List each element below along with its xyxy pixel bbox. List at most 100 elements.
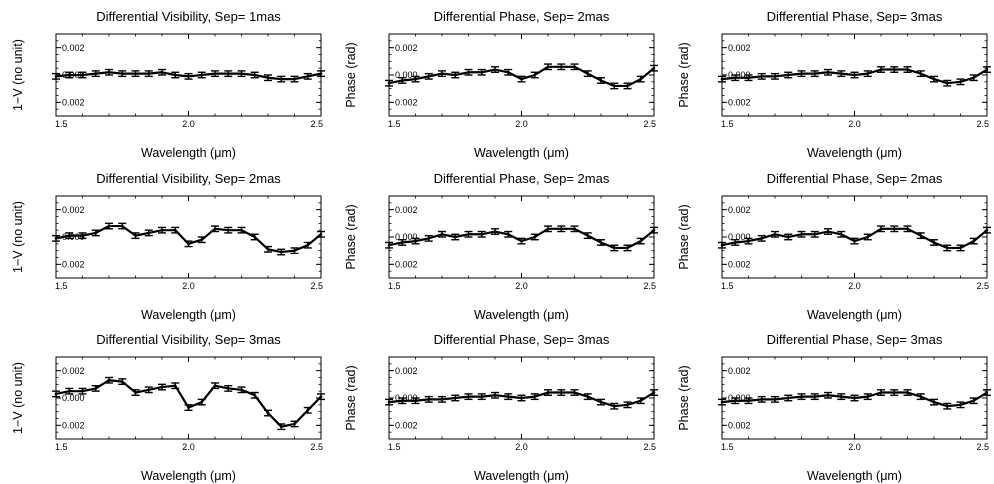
data-point — [892, 391, 896, 394]
data-point — [213, 227, 217, 231]
data-point — [67, 234, 71, 237]
y-tick-label: 0.002 — [728, 366, 751, 376]
data-point — [160, 228, 164, 232]
y-tick-label: 0.000 — [62, 232, 85, 242]
panel-7: Differential Visibility, Sep= 3mas 1.5 2.0… — [11, 332, 325, 483]
x-tick-label: 1.5 — [721, 119, 734, 129]
y-tick-label: 0.002 — [728, 421, 751, 431]
data-point — [813, 72, 817, 75]
data-point — [187, 242, 190, 246]
data-point — [54, 392, 58, 396]
data-point — [959, 246, 962, 250]
x-tick-label: 1.5 — [388, 281, 401, 291]
data-point — [94, 387, 98, 390]
data-point — [493, 68, 497, 71]
x-axis-label: Wavelength (μm) — [807, 308, 902, 322]
data-point — [586, 234, 590, 237]
panel-title: Differential Phase, Sep= 3mas — [767, 332, 943, 347]
data-point — [173, 73, 177, 77]
panel-title: Differential Visibility, Sep= 3mas — [96, 332, 281, 347]
y-axis-label: 1−V (no unit) — [11, 39, 25, 111]
y-tick-label: 0.002 — [728, 98, 751, 108]
data-point — [919, 234, 923, 237]
data-point — [972, 399, 976, 403]
panel-5: Differential Phase, Sep= 2mas 1.5 2.0 2.5 0.… — [344, 171, 658, 322]
y-tick-label: 0.002 — [728, 43, 751, 53]
x-axis-label: Wavelength (μm) — [474, 308, 569, 322]
y-tick-label: 0.000 — [395, 232, 418, 242]
data-point — [173, 384, 177, 388]
data-point — [720, 243, 724, 247]
data-point — [813, 232, 817, 236]
x-tick-label: 2.5 — [643, 442, 656, 452]
x-tick-label: 2.5 — [643, 281, 656, 291]
data-point — [319, 232, 323, 236]
data-point — [54, 75, 58, 78]
panel-2: Differential Phase, Sep= 2mas 1.5 2.0 2.5 0.… — [344, 9, 658, 160]
data-point — [506, 232, 510, 236]
y-tick-label: 0.002 — [395, 260, 418, 270]
x-tick-label: 1.5 — [55, 119, 68, 129]
data-point — [733, 241, 737, 244]
data-point — [932, 241, 936, 244]
x-tick-label: 2.5 — [976, 281, 989, 291]
data-point — [945, 404, 949, 408]
y-axis-label: Phase (rad) — [344, 42, 358, 107]
data-point — [506, 70, 510, 74]
y-tick-label: 0.002 — [62, 421, 85, 431]
panel-title: Differential Visibility, Sep= 2mas — [96, 171, 281, 186]
data-point — [853, 396, 856, 400]
data-point — [747, 239, 750, 243]
y-tick-label: 0.000 — [62, 393, 85, 403]
x-axis-label: Wavelength (μm) — [807, 469, 902, 483]
y-tick-label: 0.002 — [62, 98, 85, 108]
data-point — [892, 227, 896, 231]
data-point — [826, 70, 830, 74]
panel-3: Differential Phase, Sep= 3mas 1.5 2.0 2.5 0.… — [677, 9, 991, 160]
data-point — [147, 388, 151, 392]
data-point — [533, 395, 537, 398]
data-point — [94, 72, 98, 75]
data-point — [213, 72, 217, 75]
x-tick-label: 2.5 — [310, 442, 323, 452]
data-point — [467, 70, 470, 74]
y-tick-label: 0.002 — [395, 98, 418, 108]
panel-title: Differential Visibility, Sep= 1mas — [96, 9, 281, 24]
data-point — [879, 68, 883, 71]
data-point — [187, 406, 190, 409]
data-point — [427, 398, 431, 401]
x-tick-label: 2.0 — [182, 281, 195, 291]
data-point — [120, 380, 124, 383]
data-point — [773, 232, 777, 236]
y-tick-label: 0.002 — [395, 43, 418, 53]
data-point — [559, 391, 563, 394]
data-point — [866, 395, 870, 398]
data-point — [866, 72, 870, 75]
data-point — [467, 232, 470, 236]
x-tick-label: 2.0 — [182, 119, 195, 129]
data-point — [440, 232, 444, 236]
data-point — [279, 425, 283, 429]
y-axis-label: 1−V (no unit) — [11, 362, 25, 434]
data-point — [612, 404, 616, 408]
x-tick-label: 2.5 — [976, 119, 989, 129]
data-point — [559, 65, 563, 69]
data-point — [879, 391, 883, 394]
data-point — [226, 228, 230, 232]
data-point — [200, 400, 204, 404]
x-tick-label: 1.5 — [388, 442, 401, 452]
x-tick-label: 2.5 — [310, 119, 323, 129]
panel-1: Differential Visibility, Sep= 1mas 1.5 2.0… — [11, 9, 325, 160]
data-point — [906, 227, 909, 231]
x-tick-label: 1.5 — [721, 442, 734, 452]
data-point — [506, 395, 510, 398]
data-point — [293, 249, 296, 252]
data-point — [573, 65, 576, 69]
data-point — [573, 391, 576, 394]
data-point — [400, 399, 404, 403]
data-point — [266, 411, 270, 415]
data-point — [453, 235, 457, 239]
data-point — [652, 66, 656, 70]
data-point — [147, 72, 151, 75]
data-point — [200, 73, 204, 77]
